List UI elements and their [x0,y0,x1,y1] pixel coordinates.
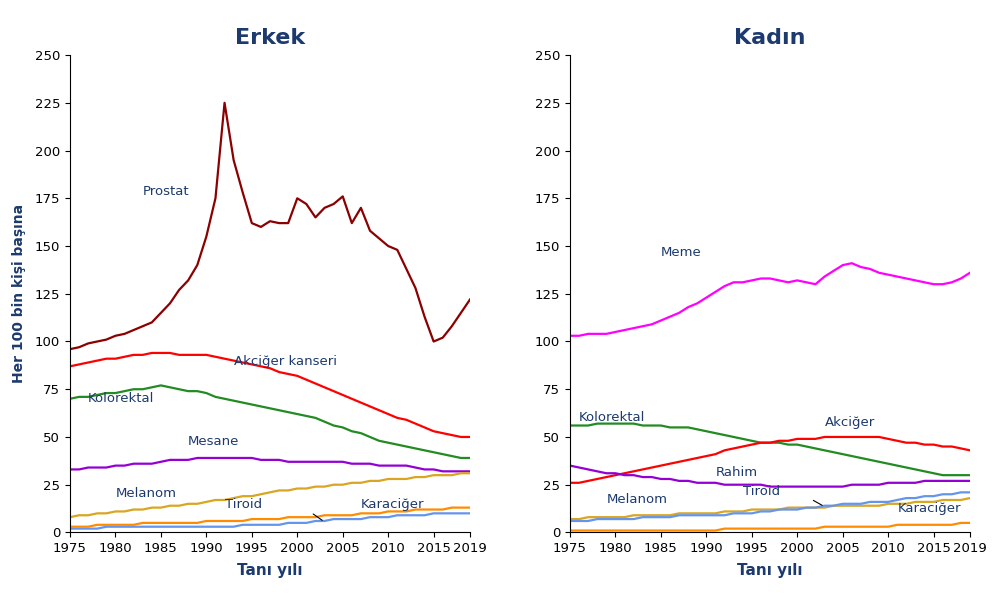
Title: Erkek: Erkek [235,28,305,48]
Text: Tiroid: Tiroid [225,498,262,512]
Text: Rahim: Rahim [715,466,758,479]
Text: Meme: Meme [661,247,702,259]
Y-axis label: Her 100 bin kişi başına: Her 100 bin kişi başına [12,204,26,383]
Text: Akciğer kanseri: Akciğer kanseri [234,355,337,368]
Text: Melanom: Melanom [115,487,176,500]
Text: Karaciğer: Karaciğer [361,498,424,512]
Text: Tiroid: Tiroid [743,485,780,498]
Text: Karaciğer: Karaciğer [897,502,961,515]
Title: Kadın: Kadın [734,28,806,48]
Text: Melanom: Melanom [606,493,667,506]
X-axis label: Tanı yılı: Tanı yılı [737,564,803,578]
Text: Kolorektal: Kolorektal [88,392,155,405]
X-axis label: Tanı yılı: Tanı yılı [237,564,303,578]
Text: Kolorektal: Kolorektal [579,411,645,424]
Text: Mesane: Mesane [188,435,240,449]
Text: Akciğer: Akciğer [825,416,875,430]
Text: Prostat: Prostat [143,185,189,198]
